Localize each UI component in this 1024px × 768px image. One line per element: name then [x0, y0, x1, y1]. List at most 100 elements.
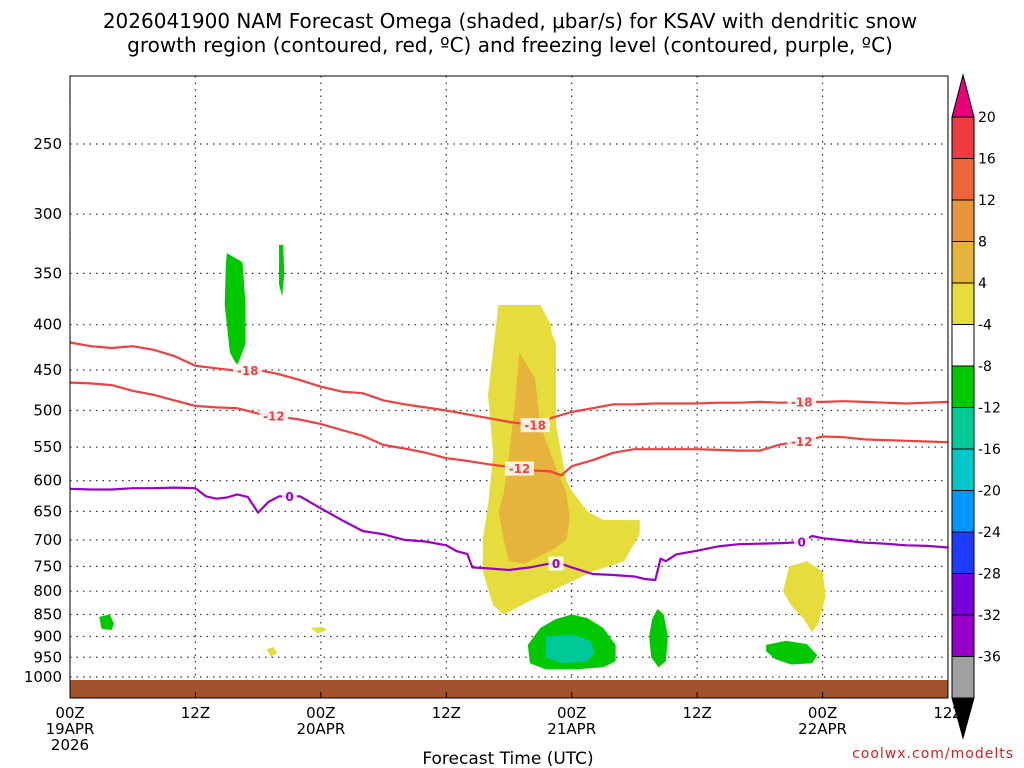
y-tick-label-700: 700 [33, 531, 62, 549]
colorbar-top-arrow [951, 73, 975, 118]
omega-shading [99, 244, 826, 670]
colorbar-label-6: -8 [978, 359, 992, 375]
colorbar-segment-14 [951, 656, 975, 699]
colorbar-segment-9 [951, 448, 975, 491]
credit-text: coolwx.com/modelts [852, 746, 1014, 762]
y-tick-label-850: 850 [33, 606, 62, 624]
y-tick-label-950: 950 [33, 648, 62, 666]
series-label-bg-0-0 [233, 363, 263, 378]
y-axis: 250 300 350 400 450 500 550 600 650 700 750 800 850 9… [24, 135, 62, 686]
colorbar-segment-8 [951, 407, 975, 450]
y-tick-label-1000: 1000 [24, 668, 62, 686]
colorbar-label-11: -28 [978, 567, 1001, 583]
x-tick-label-36-0: 12Z [432, 704, 461, 722]
colorbar-label-12: -32 [978, 608, 1001, 624]
colorbar-segment-6 [951, 324, 975, 367]
series-label-bg-2-2 [794, 535, 810, 550]
series-label-bg-2-1 [548, 556, 564, 571]
plot-area: -18 -18 -18 -12 -12 -12 0 0 0 [70, 76, 948, 698]
colorbar-segment-12 [951, 573, 975, 616]
colorbar-segment-7 [951, 365, 975, 408]
colorbar-label-1: 16 [978, 152, 996, 168]
y-tick-label-450: 450 [33, 361, 62, 379]
series-label-1-1: -12 [509, 462, 531, 476]
series-label-bg-2-0 [282, 489, 297, 504]
colorbar: 20 16 12 8 4 -4 -8 -12 -16 -20 -24 -28 -32 -36 [951, 73, 1001, 740]
series-label-bg-1-2 [787, 434, 817, 449]
y-tick-label-550: 550 [33, 438, 62, 456]
colorbar-bottom-arrow [951, 697, 975, 740]
colorbar-segment-3 [951, 199, 975, 242]
y-tick-label-400: 400 [33, 316, 62, 334]
x-tick-label-72-1: 22APR [798, 720, 847, 738]
colorbar-label-0: 20 [978, 110, 996, 126]
series-label-2-0: 0 [285, 490, 293, 504]
x-tick-label-0-0: 00Z [55, 704, 84, 722]
colorbar-segment-13 [951, 614, 975, 657]
colorbar-segment-2 [951, 158, 975, 201]
omega-descent-upper-a [224, 253, 246, 366]
x-axis-title: Forecast Time (UTC) [422, 749, 593, 768]
y-tick-label-500: 500 [33, 402, 62, 420]
omega-ascent-apr21-late [782, 561, 826, 633]
colorbar-segment-10 [951, 490, 975, 533]
colorbar-label-7: -12 [978, 401, 1001, 417]
chart-title-line1: 2026041900 NAM Forecast Omega (shaded, μ… [103, 9, 917, 33]
y-tick-label-300: 300 [33, 205, 62, 223]
x-tick-label-24-1: 20APR [296, 720, 345, 738]
y-tick-label-250: 250 [33, 135, 62, 153]
y-tick-label-350: 350 [33, 264, 62, 282]
y-tick-label-600: 600 [33, 472, 62, 490]
omega-descent-upper-b [279, 244, 285, 297]
x-tick-label-48-0: 00Z [557, 704, 586, 722]
colorbar-segment-4 [951, 241, 975, 284]
colorbar-label-5: -4 [978, 318, 992, 334]
y-tick-label-650: 650 [33, 502, 62, 520]
series-label-0-0: -18 [237, 364, 259, 378]
y-tick-label-750: 750 [33, 557, 62, 575]
series-label-bg-1-0 [259, 408, 289, 423]
series-line-2 [70, 486, 948, 582]
y-tick-label-900: 900 [33, 627, 62, 645]
colorbar-label-2: 12 [978, 193, 996, 209]
x-tick-label-0-1: 19APR [46, 720, 95, 738]
x-tick-label-24-0: 00Z [306, 704, 335, 722]
colorbar-label-8: -16 [978, 442, 1001, 458]
series-label-1-2: -12 [791, 435, 813, 449]
omega-descent-apr21-b [649, 609, 668, 668]
x-tick-label-0-2: 2026 [51, 736, 89, 754]
omega-ascent-8-12 [498, 352, 570, 564]
colorbar-label-10: -24 [978, 525, 1001, 541]
colorbar-label-3: 8 [978, 235, 987, 251]
ground-surface [70, 680, 948, 698]
omega-descent-apr22 [766, 640, 818, 665]
series-label-2-2: 0 [797, 536, 805, 550]
omega-ascent-small-a [310, 627, 328, 634]
colorbar-label-4: 4 [978, 276, 987, 292]
series-label-2-1: 0 [552, 557, 560, 571]
contour-lines: -18 -18 -18 -12 -12 -12 0 0 0 [70, 341, 948, 582]
x-tick-label-72-0: 00Z [808, 704, 837, 722]
series-label-0-2: -18 [791, 395, 813, 409]
series-label-bg-1-1 [504, 461, 534, 476]
x-tick-label-12-0: 12Z [181, 704, 210, 722]
series-label-bg-0-1 [520, 418, 550, 433]
colorbar-label-13: -36 [978, 650, 1001, 666]
series-label-0-1: -18 [524, 419, 546, 433]
series-label-1-0: -12 [263, 409, 285, 423]
omega-descent-core [545, 634, 595, 664]
colorbar-segment-5 [951, 282, 975, 325]
series-label-bg-0-2 [787, 394, 817, 409]
omega-ascent-small-b [266, 647, 277, 657]
plot-frame [69, 75, 949, 699]
colorbar-label-9: -20 [978, 484, 1001, 500]
x-tick-label-60-0: 12Z [682, 704, 711, 722]
colorbar-segment-11 [951, 531, 975, 574]
y-tick-label-800: 800 [33, 582, 62, 600]
chart-title-line2: growth region (contoured, red, ºC) and f… [127, 33, 893, 57]
x-tick-label-48-1: 21APR [547, 720, 596, 738]
colorbar-segment-1 [951, 116, 975, 159]
